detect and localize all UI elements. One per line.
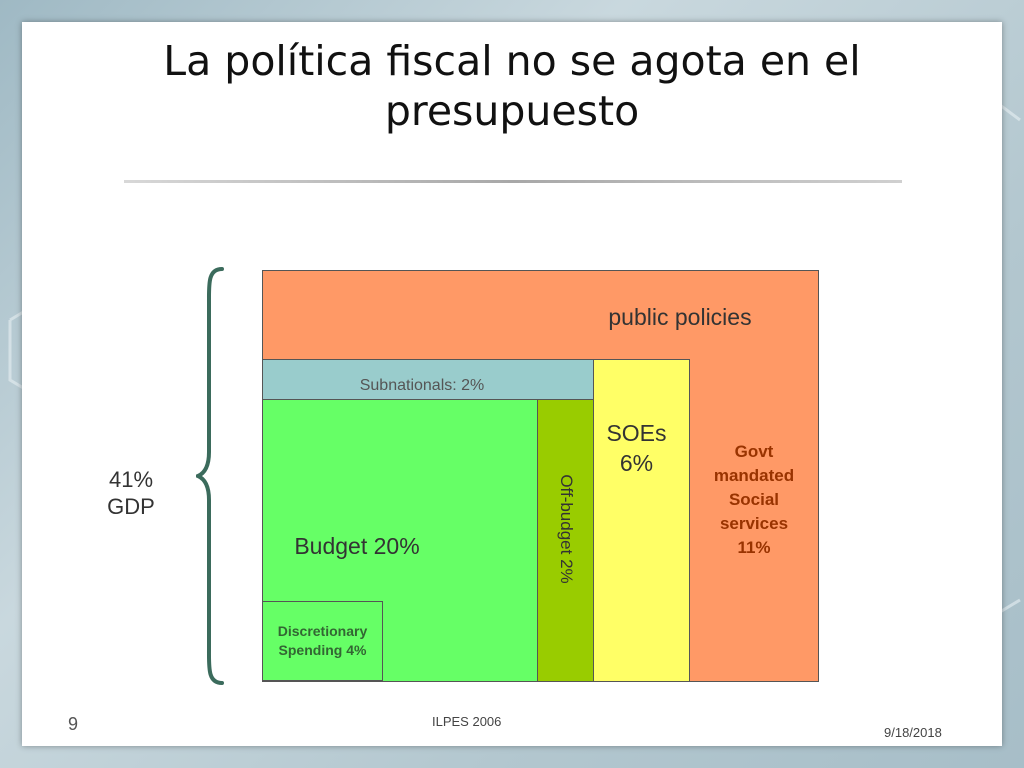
govt-mandated-social-services-label: Govt mandated Social services 11%: [690, 440, 818, 560]
govt-label-line-1: Govt: [734, 442, 774, 461]
page-number: 9: [68, 714, 79, 734]
govt-label-line-5: 11%: [737, 538, 771, 557]
offbudget-label: Off-budget 2%: [557, 474, 576, 584]
footer-date: 9/18/2018: [884, 725, 942, 740]
slide-title: La política fiscal no se agota en el pre…: [0, 36, 1024, 136]
slide-title-line-1: La política fiscal no se agota en el: [163, 37, 861, 85]
discretionary-spending-label: Discretionary Spending 4%: [262, 622, 383, 660]
gdp-label-line-1: 41%: [108, 467, 154, 492]
discretionary-spending-block: [262, 601, 383, 681]
budget-block: [262, 399, 538, 682]
soes-label: SOEs 6%: [593, 418, 680, 478]
soes-block: [593, 359, 690, 682]
soes-label-line-1: SOEs: [606, 420, 667, 446]
discretionary-label-line-2: Spending 4%: [278, 642, 367, 658]
public-policies-label: public policies: [608, 304, 752, 330]
curly-bracket: [196, 267, 224, 685]
govt-label-line-3: Social: [728, 490, 780, 509]
budget-label: Budget 20%: [294, 533, 420, 559]
subnationals-label: Subnationals: 2%: [359, 377, 485, 394]
slide-title-line-2: presupuesto: [384, 87, 640, 135]
offbudget-block: [537, 399, 594, 682]
govt-label-line-2: mandated: [713, 466, 795, 485]
gdp-label: 41% GDP: [96, 466, 166, 520]
subnationals-block: [262, 359, 594, 400]
title-divider: [124, 180, 902, 183]
gdp-label-line-2: GDP: [107, 494, 155, 519]
govt-label-line-4: services: [719, 514, 789, 533]
footer-source: ILPES 2006: [432, 714, 502, 729]
discretionary-label-line-1: Discretionary: [277, 623, 368, 639]
soes-label-line-2: 6%: [619, 450, 654, 476]
